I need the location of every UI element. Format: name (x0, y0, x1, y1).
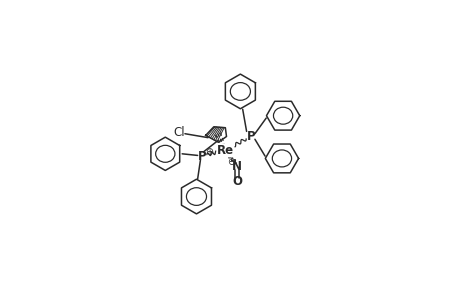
Text: Cl: Cl (173, 126, 185, 139)
Text: ⊕: ⊕ (204, 147, 213, 157)
Text: ⊖: ⊖ (227, 158, 235, 167)
Text: P: P (197, 150, 206, 163)
Text: O: O (231, 175, 241, 188)
Text: N: N (231, 160, 241, 173)
Text: Re: Re (216, 144, 234, 157)
Text: P: P (246, 130, 255, 143)
